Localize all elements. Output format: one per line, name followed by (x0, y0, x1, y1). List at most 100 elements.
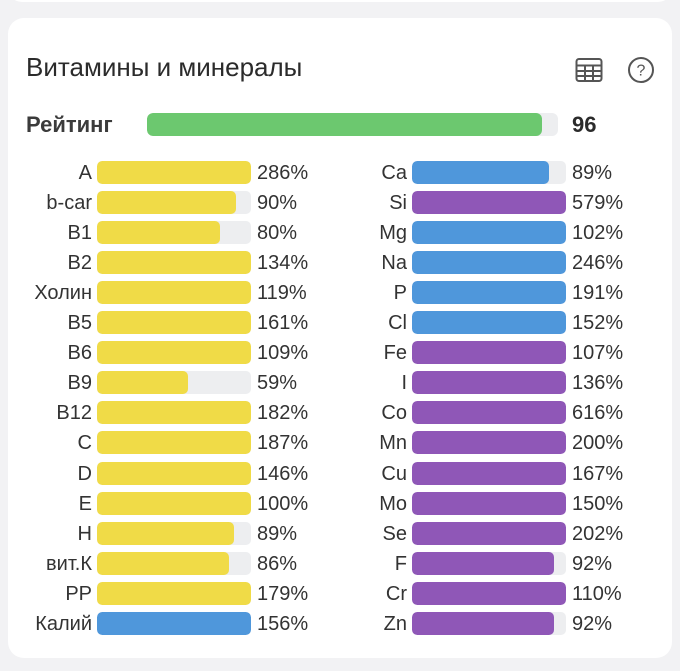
nutrient-percent: 136% (572, 372, 624, 394)
nutrient-bar-fill (97, 462, 251, 485)
nutrient-percent: 187% (257, 432, 309, 454)
nutrient-bar-fill (412, 311, 566, 334)
nutrient-bar-fill (412, 552, 554, 575)
nutrient-percent: 89% (572, 162, 613, 184)
nutrient-percent: 579% (572, 192, 624, 214)
nutrient-percent: 86% (257, 553, 298, 575)
nutrient-bar (412, 612, 566, 635)
nutrient-bar-fill (412, 251, 566, 274)
help-circle-icon: ? (628, 57, 654, 83)
nutrient-percent: 134% (257, 252, 309, 274)
nutrient-bar-fill (412, 221, 566, 244)
nutrient-bar (97, 221, 251, 244)
nutrient-bar (97, 492, 251, 515)
nutrient-bar (97, 612, 251, 635)
nutrient-percent: 286% (257, 162, 309, 184)
nutrient-label: Na (381, 252, 407, 274)
nutrient-percent: 110% (572, 583, 622, 605)
nutrient-percent: 146% (257, 463, 309, 485)
nutrient-label: b-car (46, 192, 92, 214)
nutrient-label: B12 (56, 402, 92, 424)
nutrient-label: Co (381, 402, 407, 424)
nutrient-bar-fill (412, 522, 566, 545)
nutrient-bar-fill (97, 522, 235, 545)
nutrient-bar (97, 251, 251, 274)
nutrient-percent: 92% (572, 613, 613, 635)
nutrient-percent: 102% (572, 222, 624, 244)
nutrient-percent: 191% (572, 282, 624, 304)
nutrient-percent: 119% (257, 282, 307, 304)
previous-card-edge (8, 0, 672, 2)
nutrient-label: Калий (35, 613, 92, 635)
nutrient-bar-fill (97, 161, 251, 184)
nutrient-bar (412, 552, 566, 575)
nutrient-bar-fill (412, 371, 566, 394)
nutrient-label: Cl (388, 312, 407, 334)
nutrient-bar (412, 431, 566, 454)
nutrient-percent: 616% (572, 402, 624, 424)
nutrient-percent: 202% (572, 523, 624, 545)
rating-bar (147, 113, 558, 136)
table-icon (575, 58, 603, 82)
nutrient-bar-fill (97, 191, 236, 214)
nutrient-bar-fill (412, 431, 566, 454)
nutrient-bar (97, 341, 251, 364)
nutrient-percent: 246% (572, 252, 624, 274)
nutrient-label: A (78, 162, 92, 184)
card-title: Витамины и минералы (26, 52, 303, 82)
nutrient-bar-fill (97, 341, 251, 364)
nutrient-label: Холин (34, 282, 92, 304)
nutrient-label: вит.К (46, 553, 92, 575)
rating-value: 96 (572, 112, 597, 137)
nutrient-bar-fill (97, 582, 251, 605)
nutrient-bar-fill (412, 492, 566, 515)
nutrient-bar (412, 281, 566, 304)
nutrient-bar (412, 191, 566, 214)
nutrient-bar (97, 552, 251, 575)
nutrient-bar (412, 582, 566, 605)
help-button[interactable]: ? (626, 55, 656, 85)
nutrient-bar-fill (97, 612, 251, 635)
nutrient-bar-fill (97, 221, 221, 244)
nutrient-bar (412, 341, 566, 364)
nutrient-label: C (77, 432, 92, 454)
nutrient-label: B5 (67, 312, 92, 334)
nutrient-label: Fe (383, 342, 407, 364)
nutrient-bar (412, 311, 566, 334)
nutrient-bar-fill (97, 552, 230, 575)
nutrient-bar-fill (97, 401, 251, 424)
nutrient-bar (97, 522, 251, 545)
nutrient-bar-fill (412, 161, 550, 184)
nutrient-bar (97, 582, 251, 605)
nutrient-percent: 80% (257, 222, 298, 244)
nutrient-label: B6 (67, 342, 92, 364)
nutrient-bar-fill (97, 281, 251, 304)
nutrient-label: Zn (383, 613, 407, 635)
nutrient-bar-fill (97, 311, 251, 334)
table-view-button[interactable] (574, 55, 604, 85)
nutrient-bar (412, 522, 566, 545)
nutrient-label: F (394, 553, 407, 575)
nutrient-label: PP (65, 583, 92, 605)
nutrient-label: B9 (67, 372, 92, 394)
nutrient-percent: 109% (257, 342, 309, 364)
nutrient-percent: 150% (572, 493, 624, 515)
nutrient-bar (412, 161, 566, 184)
nutrient-label: D (77, 463, 92, 485)
nutrient-percent: 182% (257, 402, 309, 424)
nutrient-bar (412, 371, 566, 394)
nutrient-label: B1 (67, 222, 92, 244)
nutrient-bar (97, 281, 251, 304)
nutrient-bar (97, 371, 251, 394)
nutrient-label: Se (382, 523, 407, 545)
nutrient-percent: 179% (257, 583, 309, 605)
nutrient-label: I (401, 372, 407, 394)
nutrient-bar (412, 401, 566, 424)
nutrient-bar (97, 431, 251, 454)
nutrient-percent: 100% (257, 493, 309, 515)
nutrient-bar-fill (412, 341, 566, 364)
rating-bar-fill (147, 113, 542, 136)
nutrient-bar (97, 462, 251, 485)
nutrient-bar (97, 311, 251, 334)
nutrient-percent: 107% (572, 342, 624, 364)
